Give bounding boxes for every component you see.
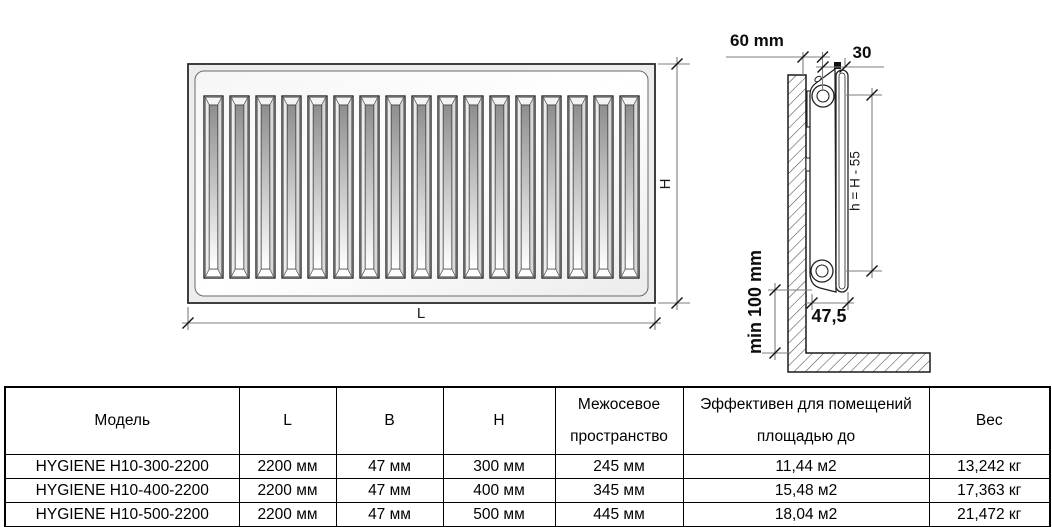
fin [385,95,406,279]
bottom-pipe-bore [815,264,829,278]
cell-model: HYGIENE H10-300-2200 [4,454,240,479]
fin [203,95,224,279]
wall-distance-label: 60 mm [730,31,784,50]
cell-model: HYGIENE H10-400-2200 [4,478,240,503]
header-axis-spacing: Межосевое пространство [554,386,684,455]
fin [229,95,250,279]
radiator-front-view [187,63,656,304]
cell-height: 500 мм [442,502,556,527]
cell-length: 2200 мм [238,502,337,527]
cell-axis-spacing: 445 мм [554,502,684,527]
radiator-side-view [787,62,931,373]
height-dimension-label: H [657,179,674,190]
fin [541,95,562,279]
cell-axis-spacing: 245 мм [554,454,684,479]
top-grille-mark [834,62,841,69]
technical-drawing: H L [181,31,931,373]
cell-weight: 21,472 кг [928,502,1051,527]
table-row: HYGIENE H10-300-2200 2200 мм 47 мм 300 м… [4,454,1051,479]
header-weight: Вес [928,386,1051,455]
radiator-front-plate [835,69,849,293]
side-view-dimensions [726,50,884,360]
fin [359,95,380,279]
spec-table: Модель L B H Межосевое пространство Эффе… [4,386,1051,527]
fin [489,95,510,279]
fin [515,95,536,279]
front-view-dimensions [181,57,690,330]
cell-height: 400 мм [442,478,556,503]
cell-weight: 17,363 кг [928,478,1051,503]
radiator-profile-body [809,67,837,293]
wall-and-floor-section [787,74,931,373]
min-floor-clearance-label: min 100 mm [745,250,765,354]
cell-height: 300 мм [442,454,556,479]
header-model: Модель [4,386,240,455]
length-dimension-label: L [417,305,425,322]
header-effective-area: Эффективен для помещений площадью до [682,386,930,455]
fin [333,95,354,279]
fin [593,95,614,279]
header-length: L [238,386,337,455]
panel-depth-label: 30 [853,43,872,62]
spec-table-container: Модель L B H Межосевое пространство Эффе… [4,386,1051,527]
cell-effective-area: 18,04 м2 [682,502,930,527]
cell-effective-area: 11,44 м2 [682,454,930,479]
cell-length: 2200 мм [238,454,337,479]
header-height: H [442,386,556,455]
radiator-fins [203,95,640,279]
cell-effective-area: 15,48 м2 [682,478,930,503]
cell-depth: 47 мм [335,478,444,503]
fin [255,95,276,279]
axis-height-formula-label: h = H - 55 [848,151,863,211]
top-pipe-bore [816,89,830,103]
cell-axis-spacing: 345 мм [554,478,684,503]
fin [463,95,484,279]
fin [619,95,640,279]
cell-length: 2200 мм [238,478,337,503]
header-depth: B [335,386,444,455]
table-row: HYGIENE H10-400-2200 2200 мм 47 мм 400 м… [4,478,1051,503]
cell-depth: 47 мм [335,454,444,479]
total-depth-label: 47,5 [811,306,846,326]
cell-depth: 47 мм [335,502,444,527]
radiator-front-plate-inner [838,72,846,290]
table-row: HYGIENE H10-500-2200 2200 мм 47 мм 500 м… [4,502,1051,527]
table-header-row: Модель L B H Межосевое пространство Эффе… [4,386,1051,455]
air-vent [814,75,822,83]
fin [437,95,458,279]
fin [411,95,432,279]
fin [307,95,328,279]
cell-model: HYGIENE H10-500-2200 [4,502,240,527]
cell-weight: 13,242 кг [928,454,1051,479]
fin [281,95,302,279]
fin [567,95,588,279]
